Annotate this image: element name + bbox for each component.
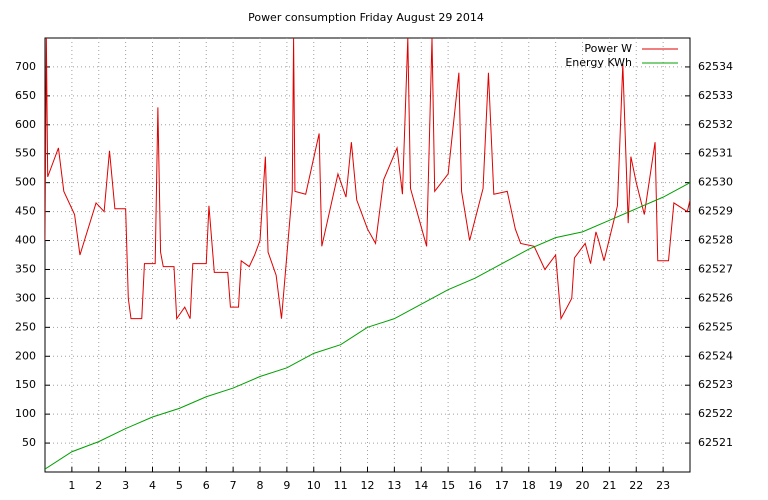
y2-tick-label: 62523 bbox=[698, 378, 733, 391]
x-tick-label: 6 bbox=[203, 479, 210, 492]
y-tick-label: 150 bbox=[15, 378, 36, 391]
y2-tick-label: 62528 bbox=[698, 234, 733, 247]
x-tick-label: 9 bbox=[283, 479, 290, 492]
x-tick-label: 22 bbox=[629, 479, 643, 492]
x-tick-label: 5 bbox=[176, 479, 183, 492]
y-tick-label: 500 bbox=[15, 176, 36, 189]
y-tick-label: 350 bbox=[15, 262, 36, 275]
x-tick-label: 15 bbox=[441, 479, 455, 492]
x-tick-label: 10 bbox=[307, 479, 321, 492]
y-tick-label: 450 bbox=[15, 205, 36, 218]
y-tick-label: 200 bbox=[15, 349, 36, 362]
x-tick-label: 19 bbox=[549, 479, 563, 492]
x-tick-label: 1 bbox=[68, 479, 75, 492]
y-tick-label: 550 bbox=[15, 147, 36, 160]
y2-tick-label: 62529 bbox=[698, 205, 733, 218]
y2-tick-label: 62532 bbox=[698, 118, 733, 131]
x-tick-label: 11 bbox=[334, 479, 348, 492]
y2-tick-label: 62534 bbox=[698, 60, 733, 73]
y-tick-label: 300 bbox=[15, 291, 36, 304]
y-tick-label: 600 bbox=[15, 118, 36, 131]
y2-tick-label: 62533 bbox=[698, 89, 733, 102]
series-line bbox=[45, 182, 690, 470]
y2-tick-label: 62527 bbox=[698, 262, 733, 275]
x-tick-label: 23 bbox=[656, 479, 670, 492]
chart-title: Power consumption Friday August 29 2014 bbox=[248, 11, 484, 24]
y2-tick-label: 62524 bbox=[698, 349, 733, 362]
x-tick-label: 16 bbox=[468, 479, 482, 492]
y-tick-label: 700 bbox=[15, 60, 36, 73]
x-tick-label: 4 bbox=[149, 479, 156, 492]
x-tick-label: 8 bbox=[257, 479, 264, 492]
x-tick-label: 2 bbox=[95, 479, 102, 492]
legend-label: Power W bbox=[584, 42, 632, 55]
x-tick-label: 17 bbox=[495, 479, 509, 492]
y-tick-label: 400 bbox=[15, 234, 36, 247]
y-tick-label: 650 bbox=[15, 89, 36, 102]
series-line bbox=[45, 38, 690, 321]
y2-tick-label: 62522 bbox=[698, 407, 733, 420]
x-tick-label: 12 bbox=[361, 479, 375, 492]
x-tick-label: 18 bbox=[522, 479, 536, 492]
y2-tick-label: 62530 bbox=[698, 176, 733, 189]
x-tick-label: 20 bbox=[576, 479, 590, 492]
legend-label: Energy KWh bbox=[565, 56, 632, 69]
x-tick-label: 3 bbox=[122, 479, 129, 492]
y2-tick-label: 62525 bbox=[698, 320, 733, 333]
x-tick-label: 21 bbox=[602, 479, 616, 492]
x-tick-label: 7 bbox=[230, 479, 237, 492]
x-tick-label: 14 bbox=[414, 479, 428, 492]
y2-tick-label: 62521 bbox=[698, 436, 733, 449]
y-tick-label: 250 bbox=[15, 320, 36, 333]
x-tick-label: 13 bbox=[387, 479, 401, 492]
y2-tick-label: 62531 bbox=[698, 147, 733, 160]
y-tick-label: 100 bbox=[15, 407, 36, 420]
y-tick-label: 50 bbox=[22, 436, 36, 449]
y2-tick-label: 62526 bbox=[698, 291, 733, 304]
